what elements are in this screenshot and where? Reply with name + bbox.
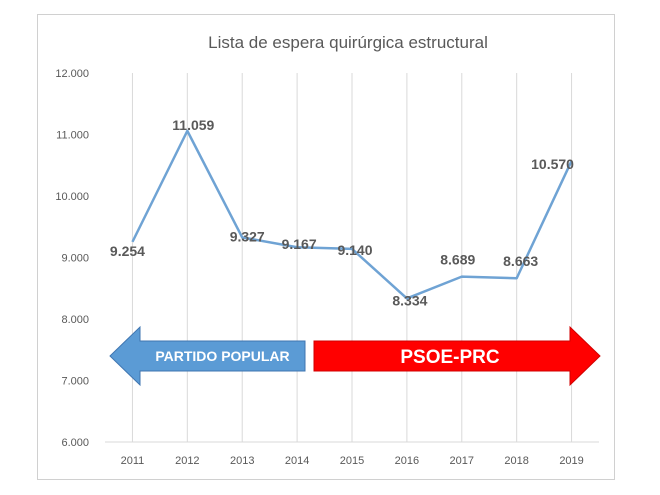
data-label: 10.570 bbox=[531, 156, 574, 172]
data-labels: 9.254 11.059 9.327 9.167 9.140 8.334 8.689 8.66… bbox=[110, 117, 574, 309]
line-chart: Lista de espera quirúrgica estructural 6… bbox=[55, 33, 601, 467]
y-axis-ticks: 6.000 7.000 8.000 9.000 10.000 11.000 12.000 bbox=[55, 68, 89, 449]
data-label: 11.059 bbox=[172, 117, 214, 133]
arrow-psoe-prc bbox=[313, 325, 601, 387]
data-label: 9.327 bbox=[230, 228, 265, 244]
gridlines bbox=[105, 73, 599, 443]
data-label: 9.167 bbox=[282, 236, 317, 252]
x-tick-label: 2018 bbox=[504, 455, 528, 467]
chart-frame: Lista de espera quirúrgica estructural 6… bbox=[37, 14, 615, 480]
arrow-label: PARTIDO POPULAR bbox=[155, 348, 289, 364]
x-axis-ticks: 2011 2012 2013 2014 2015 2016 2017 2018 2019 bbox=[121, 455, 584, 467]
series-line bbox=[131, 129, 573, 300]
y-tick-label: 12.000 bbox=[55, 68, 89, 80]
arrow-partido-popular bbox=[109, 325, 306, 387]
arrow-label: PSOE-PRC bbox=[400, 347, 500, 368]
y-tick-label: 8.000 bbox=[61, 314, 89, 326]
series-polyline bbox=[131, 129, 573, 300]
data-label: 8.334 bbox=[392, 292, 427, 308]
x-tick-label: 2016 bbox=[395, 455, 419, 467]
x-tick-label: 2014 bbox=[285, 455, 309, 467]
y-tick-label: 11.000 bbox=[56, 130, 89, 142]
data-label: 8.663 bbox=[503, 253, 538, 269]
x-tick-label: 2011 bbox=[121, 455, 145, 467]
data-label: 8.689 bbox=[440, 252, 475, 268]
x-tick-label: 2019 bbox=[559, 455, 583, 467]
x-tick-label: 2013 bbox=[230, 455, 254, 467]
data-label: 9.140 bbox=[337, 242, 372, 258]
x-tick-label: 2012 bbox=[175, 455, 199, 467]
x-tick-label: 2015 bbox=[340, 455, 364, 467]
y-tick-label: 9.000 bbox=[61, 253, 89, 265]
y-tick-label: 6.000 bbox=[61, 437, 89, 449]
y-tick-label: 10.000 bbox=[55, 191, 89, 203]
x-tick-label: 2017 bbox=[450, 455, 474, 467]
y-tick-label: 7.000 bbox=[61, 376, 89, 388]
chart-title: Lista de espera quirúrgica estructural bbox=[208, 33, 488, 52]
data-label: 9.254 bbox=[110, 243, 145, 259]
period-arrows: PARTIDO POPULAR PSOE-PRC bbox=[109, 325, 601, 387]
